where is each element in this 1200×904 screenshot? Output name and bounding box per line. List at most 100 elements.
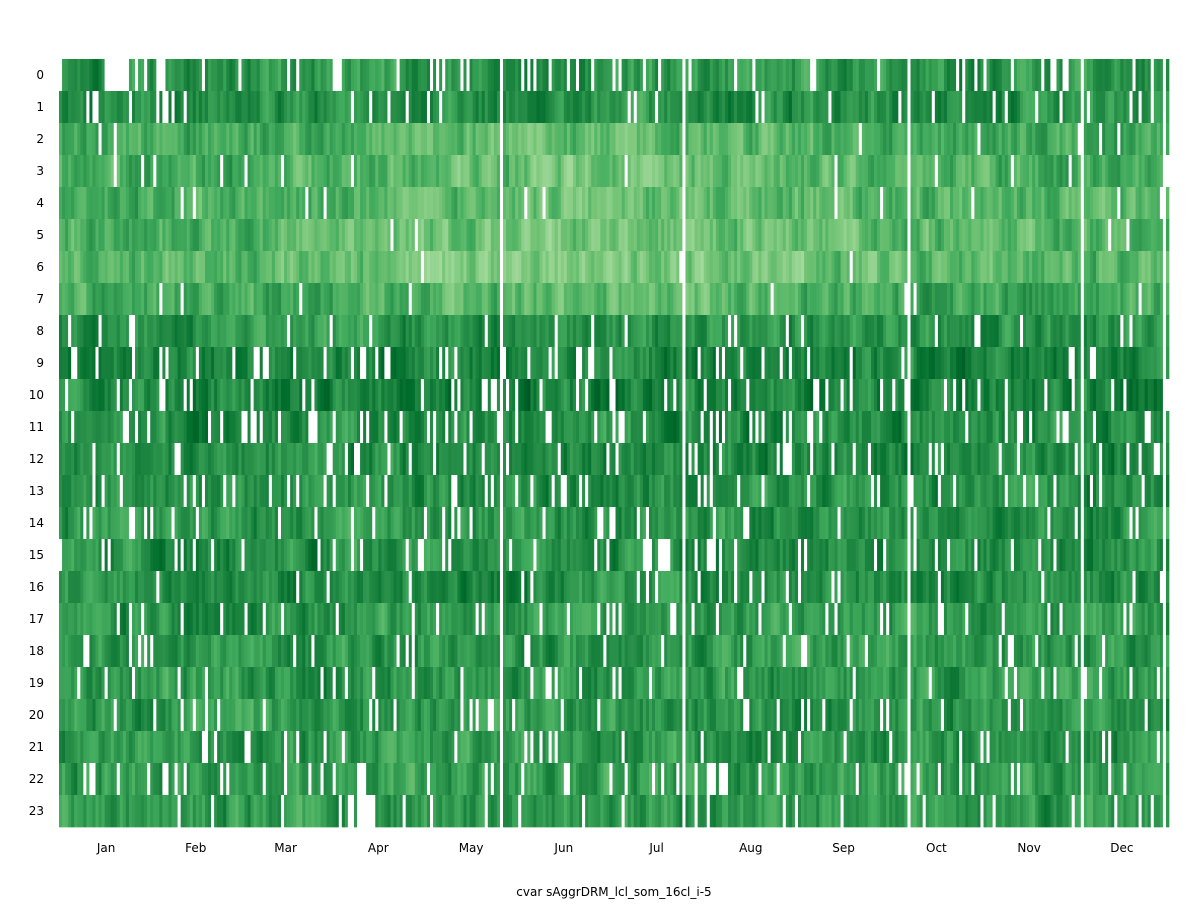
heatmap-cell bbox=[563, 283, 568, 316]
heatmap-cell bbox=[119, 219, 124, 252]
heatmap-cell bbox=[274, 187, 279, 220]
heatmap-cell bbox=[405, 219, 410, 252]
heatmap-cell bbox=[268, 123, 273, 156]
heatmap-cell bbox=[223, 187, 227, 220]
heatmap-cell bbox=[934, 91, 939, 124]
heatmap-cell bbox=[679, 347, 683, 380]
heatmap-cell bbox=[1038, 251, 1042, 284]
heatmap-cell bbox=[350, 219, 355, 252]
heatmap-cell bbox=[1001, 379, 1006, 412]
heatmap-cell bbox=[104, 443, 109, 476]
heatmap-cell bbox=[451, 379, 455, 412]
heatmap-cell bbox=[1096, 347, 1100, 380]
heatmap-cell bbox=[1089, 283, 1094, 316]
heatmap-cell bbox=[679, 283, 683, 316]
heatmap-cell bbox=[1029, 283, 1033, 316]
heatmap-cell bbox=[445, 219, 449, 252]
heatmap-cell bbox=[831, 443, 835, 476]
heatmap-cell bbox=[557, 475, 562, 508]
heatmap-cell bbox=[767, 283, 771, 316]
heatmap-cell bbox=[551, 475, 556, 508]
heatmap-cell bbox=[1077, 347, 1082, 380]
heatmap-cell bbox=[603, 187, 607, 220]
heatmap-cell bbox=[305, 251, 309, 284]
heatmap-cell bbox=[983, 347, 987, 380]
heatmap-cell bbox=[189, 315, 194, 348]
heatmap-cell bbox=[645, 315, 650, 348]
heatmap-cell bbox=[536, 251, 540, 284]
heatmap-cell bbox=[703, 91, 708, 124]
heatmap-cell bbox=[405, 251, 410, 284]
heatmap-cell bbox=[554, 443, 559, 476]
heatmap-cell bbox=[204, 187, 209, 220]
heatmap-cell bbox=[165, 315, 169, 348]
heatmap-cell bbox=[350, 475, 355, 508]
heatmap-cell bbox=[989, 187, 993, 220]
heatmap-cell bbox=[1053, 187, 1057, 220]
heatmap-cell bbox=[426, 59, 431, 92]
heatmap-cell bbox=[408, 155, 413, 188]
heatmap-cell bbox=[755, 219, 759, 252]
heatmap-cell bbox=[527, 347, 531, 380]
heatmap-cell bbox=[493, 347, 498, 380]
heatmap-cell bbox=[1117, 443, 1121, 476]
heatmap-cell bbox=[192, 91, 197, 124]
heatmap-cell bbox=[740, 59, 744, 92]
heatmap-cell bbox=[259, 251, 264, 284]
heatmap-cell bbox=[688, 187, 692, 220]
heatmap-cell bbox=[855, 283, 860, 316]
heatmap-cell bbox=[603, 315, 607, 348]
heatmap-cell bbox=[624, 123, 629, 156]
heatmap-cell bbox=[287, 219, 291, 252]
heatmap-cell bbox=[551, 155, 556, 188]
heatmap-cell bbox=[746, 155, 750, 188]
heatmap-cell bbox=[168, 283, 172, 316]
heatmap-cell bbox=[597, 315, 601, 348]
heatmap-cell bbox=[913, 443, 917, 476]
heatmap-cell bbox=[524, 443, 528, 476]
heatmap-cell bbox=[743, 123, 747, 156]
heatmap-cell bbox=[89, 475, 93, 508]
heatmap-cell bbox=[956, 155, 960, 188]
heatmap-cell bbox=[1062, 443, 1066, 476]
heatmap-cell bbox=[840, 347, 844, 380]
heatmap-cell bbox=[594, 315, 598, 348]
heatmap-cell bbox=[962, 347, 966, 380]
heatmap-cell bbox=[536, 187, 540, 220]
heatmap-cell bbox=[426, 251, 431, 284]
heatmap-cell bbox=[271, 347, 276, 380]
heatmap-cell bbox=[317, 475, 321, 508]
heatmap-cell bbox=[515, 219, 519, 252]
heatmap-cell bbox=[229, 251, 233, 284]
heatmap-cell bbox=[192, 123, 197, 156]
heatmap-cell bbox=[484, 155, 489, 188]
heatmap-cell bbox=[645, 251, 650, 284]
heatmap-cell bbox=[1144, 123, 1149, 156]
heatmap-cell bbox=[688, 91, 692, 124]
heatmap-cell bbox=[858, 91, 863, 124]
heatmap-cell bbox=[1132, 283, 1136, 316]
heatmap-cell bbox=[1089, 379, 1094, 412]
heatmap-cell bbox=[1071, 411, 1076, 444]
heatmap-cell bbox=[423, 219, 428, 252]
heatmap-cell bbox=[880, 91, 884, 124]
heatmap-cell bbox=[506, 283, 510, 316]
heatmap-cell bbox=[481, 379, 486, 412]
heatmap-cell bbox=[454, 251, 458, 284]
heatmap-cell bbox=[135, 315, 139, 348]
heatmap-cell bbox=[463, 475, 467, 508]
heatmap-cell bbox=[302, 443, 306, 476]
heatmap-cell bbox=[1129, 155, 1133, 188]
heatmap-cell bbox=[1056, 59, 1060, 92]
heatmap-cell bbox=[518, 123, 522, 156]
heatmap-cell bbox=[420, 347, 425, 380]
heatmap-cell bbox=[916, 347, 920, 380]
heatmap-cell bbox=[664, 251, 668, 284]
heatmap-cell bbox=[959, 379, 963, 412]
heatmap-cell bbox=[1099, 59, 1103, 92]
heatmap-cell bbox=[95, 91, 99, 124]
heatmap-cell bbox=[177, 411, 181, 444]
heatmap-cell bbox=[761, 347, 765, 380]
heatmap-cell bbox=[220, 91, 224, 124]
heatmap-cell bbox=[469, 315, 473, 348]
